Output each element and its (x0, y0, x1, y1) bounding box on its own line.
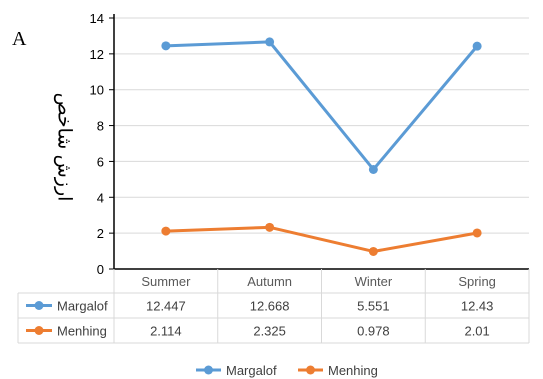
x-category-label: Summer (141, 274, 191, 289)
data-point-margalof (161, 41, 171, 51)
panel-letter: A (12, 28, 27, 50)
data-point-menhing (265, 222, 275, 232)
table-cell-value: 12.668 (250, 299, 290, 314)
table-cell-value: 5.551 (357, 299, 390, 314)
series-line-menhing (165, 225, 478, 253)
y-tick-label: 2 (97, 226, 104, 241)
table-cell-value: 12.43 (461, 299, 494, 314)
y-tick-label: 4 (97, 190, 104, 205)
table-cell-value: 2.325 (253, 324, 286, 339)
data-point-menhing (472, 228, 482, 238)
legend-key-marker (306, 365, 315, 375)
data-table: Summer Autumn Winter Spring Margalof 12.447 12… (17, 269, 530, 344)
y-tick-label: 6 (97, 154, 104, 169)
legend-key-marker (204, 365, 213, 375)
data-point-menhing (161, 226, 171, 236)
table-row-key-marker (34, 326, 44, 335)
series-line-margalof (165, 40, 479, 171)
y-tick-label: 8 (97, 119, 104, 134)
table-cell-value: 2.114 (150, 324, 182, 339)
table-cell-value: 2.01 (464, 324, 489, 339)
y-tick-label: 10 (90, 83, 104, 98)
legend: Margalof Menhing (196, 363, 378, 378)
legend-entry: Margalof (226, 363, 277, 378)
legend-entry: Menhing (328, 363, 378, 378)
x-category-label: Spring (458, 274, 496, 289)
table-cell-value: 0.978 (357, 324, 390, 339)
y-tick-label: 0 (97, 262, 104, 277)
x-category-label: Autumn (247, 274, 292, 289)
data-point-margalof (368, 164, 378, 174)
data-point-margalof (472, 41, 482, 51)
y-tick-label: 12 (90, 47, 104, 62)
table-cell-value: 12.447 (146, 299, 186, 314)
series-layer (161, 37, 482, 256)
y-tick-label: 14 (90, 11, 104, 26)
table-row-series-name: Menhing (57, 324, 107, 339)
grid-layer (114, 17, 529, 234)
data-point-menhing (368, 246, 378, 256)
table-row-key-marker (34, 301, 44, 310)
table-row-series-name: Margalof (57, 299, 108, 314)
data-point-margalof (265, 37, 275, 47)
x-category-label: Winter (355, 274, 393, 289)
